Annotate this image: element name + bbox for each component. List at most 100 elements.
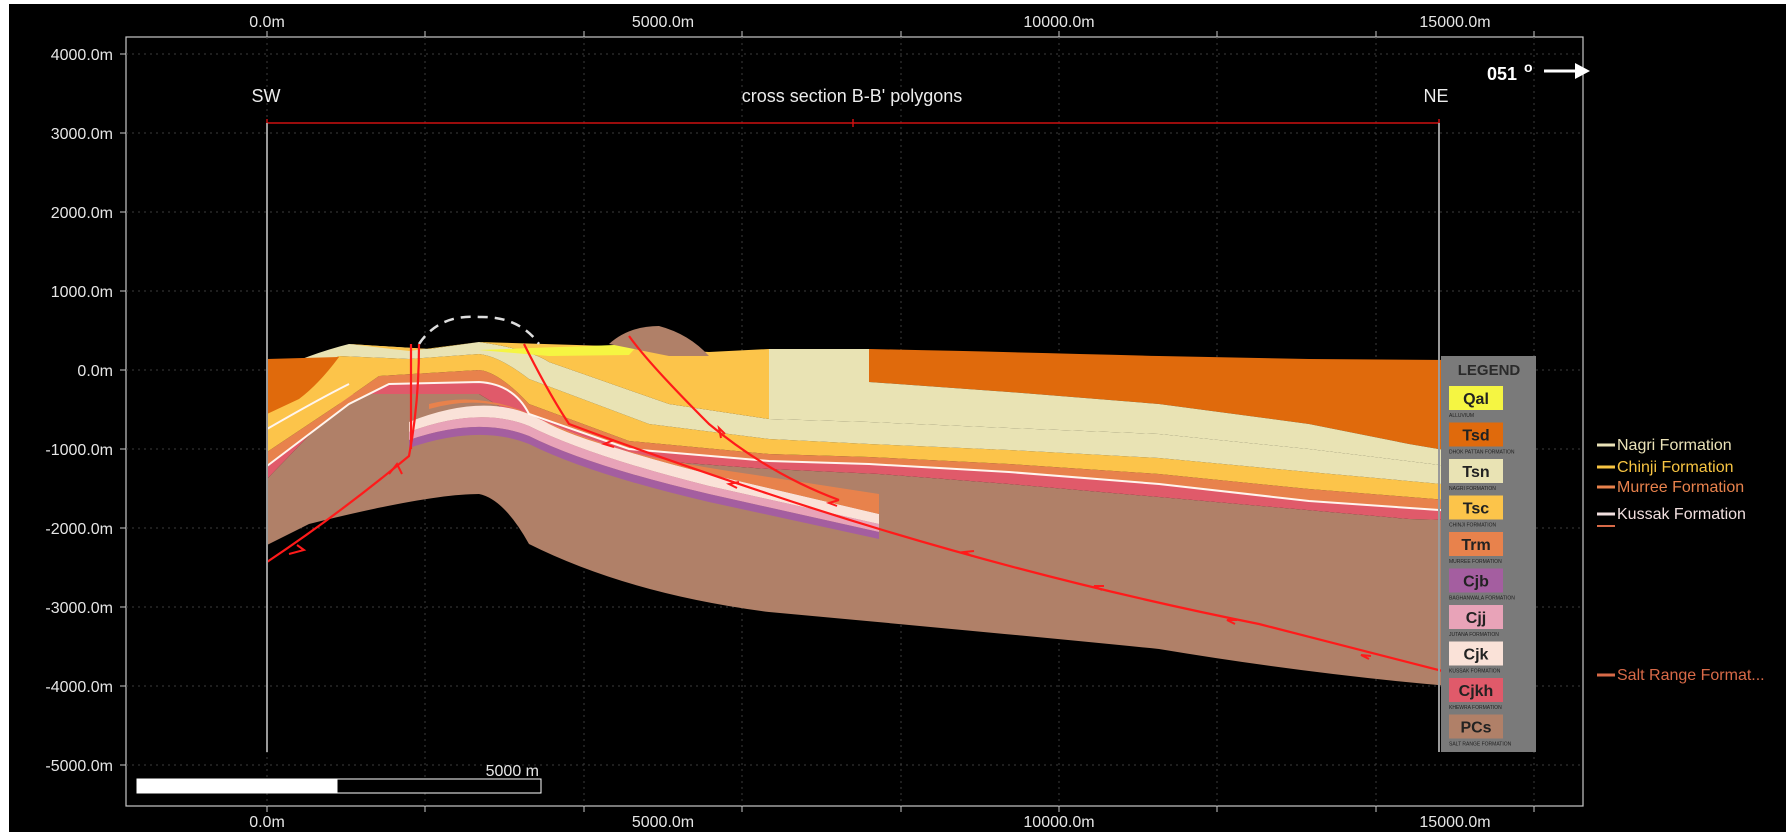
well-label-text: Nagri Formation — [1617, 437, 1732, 454]
legend-name: ALLUVIUM — [1449, 413, 1474, 419]
ne-label: NE — [1423, 86, 1448, 106]
legend-item: Tsn NAGRI FORMATION — [1449, 459, 1503, 492]
legend-code: Tsn — [1462, 464, 1489, 481]
legend-item: PCs SALT RANGE FORMATION — [1449, 714, 1512, 748]
legend-items: Qal ALLUVIUM Tsd DHOK PATTAN FORMATION Tsn NA… — [1449, 386, 1515, 748]
sw-label: SW — [252, 86, 281, 106]
dhok-pattan-unit-ne — [869, 349, 1497, 459]
faults — [266, 335, 1498, 687]
y-tick-9: -5000.0m — [45, 758, 113, 775]
scale-bar-white — [136, 778, 338, 794]
azimuth-value: 051 — [1487, 64, 1517, 84]
x-tick-bottom-1: 5000.0m — [632, 814, 694, 831]
legend-code: Trm — [1461, 537, 1490, 554]
legend-swatch — [1449, 422, 1503, 447]
y-tick-4: 0.0m — [77, 363, 113, 380]
baghanwala-fold — [409, 426, 879, 539]
legend-code: Tsd — [1462, 428, 1489, 445]
chinji-unit — [267, 354, 1497, 504]
murree-unit — [267, 370, 1497, 514]
chinji-outcrop-mid — [349, 342, 769, 419]
contact-lines — [266, 380, 1498, 515]
legend-swatch — [1449, 495, 1503, 520]
legend-swatch — [1449, 386, 1503, 410]
x-tick-bottom-0: 0.0m — [249, 814, 285, 831]
y-tick-2: 2000.0m — [51, 205, 113, 222]
legend-swatch — [1449, 568, 1503, 593]
legend-swatch — [1449, 714, 1503, 739]
fault-thrust-main — [266, 343, 421, 563]
legend-code: Cjkh — [1459, 683, 1494, 700]
well-label: Chinji Formation — [1597, 459, 1733, 476]
well-label-text: Murree Formation — [1617, 479, 1744, 496]
legend-code: Cjb — [1463, 574, 1489, 591]
salt-range-unit — [267, 394, 1497, 686]
well-label: Murree Formation — [1597, 479, 1744, 496]
x-tick-bottom-2: 10000.0m — [1023, 814, 1094, 831]
legend-name: NAGRI FORMATION — [1449, 486, 1496, 492]
fault-arrows — [288, 424, 1372, 660]
cross-section-canvas[interactable]: 0.0m 5000.0m 10000.0m 15000.0m 0.0m 5000… — [9, 4, 1786, 832]
tick-marks — [120, 31, 1535, 812]
fault-thrust-3 — [628, 335, 840, 502]
geologic-section — [266, 315, 1498, 687]
x-tick-top-2: 10000.0m — [1023, 14, 1094, 31]
legend-name: MURREE FORMATION — [1449, 559, 1502, 565]
y-tick-6: -2000.0m — [45, 521, 113, 538]
legend-item: Qal ALLUVIUM — [1449, 386, 1503, 419]
section-title: cross section B-B' polygons — [742, 86, 963, 106]
legend-item: Tsd DHOK PATTAN FORMATION — [1449, 422, 1515, 456]
dhok-pattan-unit — [267, 357, 339, 414]
legend-name: JUTANA FORMATION — [1449, 632, 1499, 638]
alluvium-unit — [479, 344, 639, 356]
x-tick-top-0: 0.0m — [249, 14, 285, 31]
y-tick-0: 4000.0m — [51, 47, 113, 64]
legend-swatch — [1449, 459, 1503, 483]
y-tick-7: -3000.0m — [45, 600, 113, 617]
well-label: Salt Range Format... — [1597, 667, 1765, 684]
well-label-text: Salt Range Format... — [1617, 667, 1765, 684]
azimuth-degree: o — [1524, 59, 1533, 75]
scale-bar-black — [336, 778, 542, 794]
jutana-fold — [409, 417, 879, 532]
legend-code: Qal — [1463, 391, 1489, 408]
x-tick-top-1: 5000.0m — [632, 14, 694, 31]
nagri-unit — [267, 342, 1497, 489]
well-label-text: Kussak Formation — [1617, 506, 1746, 523]
legend-name: BAGHANWALA FORMATION — [1449, 596, 1515, 602]
cross-section-viewer[interactable]: 0.0m 5000.0m 10000.0m 15000.0m 0.0m 5000… — [9, 4, 1786, 832]
legend-name: SALT RANGE FORMATION — [1449, 742, 1512, 748]
legend-name: KHEWRA FORMATION — [1449, 705, 1502, 711]
legend: LEGEND Qal ALLUVIUM Tsd DHOK PATTAN FORMATI… — [1441, 356, 1536, 752]
y-tick-3: 1000.0m — [51, 284, 113, 301]
legend-swatch — [1449, 641, 1503, 666]
legend-code: PCs — [1460, 720, 1491, 737]
legend-name: KUSSAK FORMATION — [1449, 669, 1501, 675]
y-tick-1: 3000.0m — [51, 126, 113, 143]
legend-code: Cjj — [1466, 610, 1486, 627]
legend-item: Cjb BAGHANWALA FORMATION — [1449, 568, 1515, 602]
legend-item: Trm MURREE FORMATION — [1449, 532, 1503, 565]
legend-title: LEGEND — [1458, 362, 1521, 379]
legend-swatch — [1449, 678, 1503, 702]
legend-item: Tsc CHINJI FORMATION — [1449, 495, 1503, 529]
y-tick-5: -1000.0m — [45, 442, 113, 459]
x-tick-top-3: 15000.0m — [1419, 14, 1490, 31]
kussak-fold — [409, 405, 879, 524]
legend-name: DHOK PATTAN FORMATION — [1449, 450, 1515, 456]
azimuth-indicator: 051 o — [1487, 59, 1590, 84]
legend-code: Tsc — [1463, 501, 1489, 518]
x-tick-bottom-3: 15000.0m — [1419, 814, 1490, 831]
well-label: Kussak Formation — [1597, 506, 1746, 523]
legend-swatch — [1449, 532, 1503, 556]
scale-bar: 5000 m — [136, 763, 542, 794]
legend-name: CHINJI FORMATION — [1449, 523, 1497, 529]
y-tick-8: -4000.0m — [45, 679, 113, 696]
khewra-unit — [267, 382, 1497, 521]
eroded-anticline-outline — [417, 315, 541, 345]
legend-item: Cjkh KHEWRA FORMATION — [1449, 678, 1503, 711]
legend-swatch — [1449, 605, 1503, 629]
well-labels: Nagri Formation Chinji Formation Murree Fo… — [1597, 437, 1765, 684]
salt-range-anticline — [609, 326, 709, 356]
y-axis: 4000.0m 3000.0m 2000.0m 1000.0m 0.0m -10… — [45, 47, 113, 775]
